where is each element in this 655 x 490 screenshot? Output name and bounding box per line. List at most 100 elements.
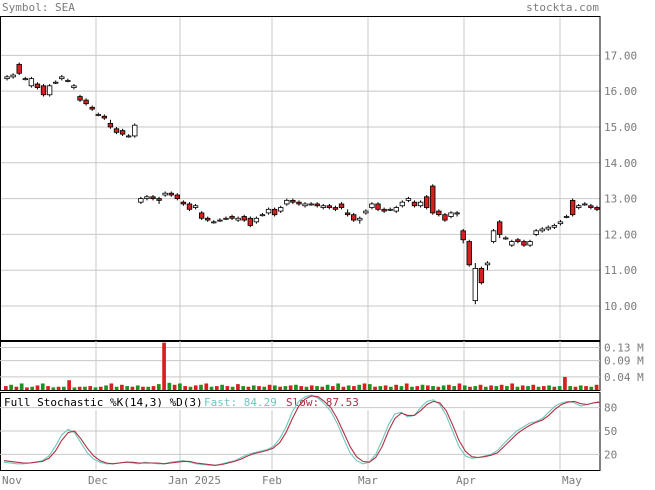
- volume-bar: [130, 386, 135, 390]
- volume-bar: [536, 386, 541, 390]
- candle-body: [436, 210, 442, 216]
- candle-body: [314, 203, 320, 207]
- volume-bar: [209, 386, 214, 390]
- candle: [576, 203, 582, 210]
- candle-body: [144, 196, 150, 199]
- candle-body: [490, 230, 497, 242]
- candle: [162, 191, 168, 197]
- candle: [460, 229, 466, 244]
- price-tick-label: 11.00: [604, 264, 637, 277]
- candle-body: [34, 83, 41, 89]
- candle: [563, 214, 570, 219]
- volume-tick-label: 0.09 M: [604, 355, 644, 368]
- volume-bar: [357, 384, 362, 390]
- candle-body: [454, 212, 460, 215]
- candle: [515, 237, 521, 244]
- stochastic-tick-label: 50: [604, 425, 617, 438]
- candle-body: [539, 228, 545, 232]
- volume-bar: [77, 386, 82, 390]
- volume-bar: [193, 385, 198, 390]
- candle: [138, 196, 144, 204]
- volume-bar: [114, 386, 119, 390]
- volume-bar: [425, 385, 430, 390]
- volume-bar: [241, 386, 246, 390]
- volume-bar: [83, 386, 87, 390]
- volume-bar: [478, 384, 483, 390]
- candle: [83, 98, 89, 106]
- candle-body: [46, 85, 53, 96]
- candle: [588, 203, 594, 210]
- volume-bar: [515, 386, 520, 390]
- volume-bar: [473, 386, 478, 390]
- volume-bar: [19, 383, 24, 390]
- candle: [132, 123, 138, 138]
- price-tick-label: 14.00: [604, 157, 637, 170]
- candle: [405, 196, 412, 203]
- volume-bar: [346, 385, 351, 390]
- volume-bar: [98, 386, 103, 390]
- price-tick-label: 15.00: [604, 121, 637, 134]
- volume-bar: [431, 386, 435, 390]
- volume-bar: [214, 386, 219, 390]
- volume-bar: [415, 386, 420, 390]
- candle: [454, 211, 460, 217]
- candle-body: [180, 201, 187, 205]
- candle: [569, 198, 576, 217]
- candle-body: [253, 217, 260, 223]
- candle: [381, 207, 387, 213]
- candle: [229, 214, 235, 221]
- volume-bar: [526, 386, 530, 390]
- site-label[interactable]: stockta.com: [526, 1, 599, 14]
- candle: [89, 105, 95, 111]
- candle-body: [417, 201, 424, 207]
- candle-body: [113, 128, 120, 133]
- volume-bar: [325, 384, 330, 390]
- candle-body: [247, 217, 253, 226]
- candle-body: [28, 78, 35, 87]
- candle: [119, 128, 126, 136]
- candle: [253, 216, 260, 224]
- candle-body: [265, 208, 272, 214]
- candle: [10, 73, 16, 79]
- volume-bar: [299, 386, 304, 390]
- volume-bar: [383, 385, 388, 390]
- candle: [326, 203, 333, 210]
- candle-body: [375, 203, 381, 210]
- candle-body: [332, 207, 339, 210]
- volume-bar: [199, 384, 203, 390]
- candle-body: [290, 199, 296, 203]
- candle-body: [95, 114, 101, 116]
- candle-body: [101, 115, 108, 119]
- candle: [211, 220, 217, 224]
- candle: [466, 239, 472, 267]
- candle-body: [259, 214, 266, 217]
- candle-body: [271, 208, 278, 216]
- volume-bar: [162, 342, 166, 390]
- volume-bar: [156, 384, 161, 390]
- volume-bar: [225, 386, 230, 390]
- candle-body: [223, 217, 229, 220]
- candle: [332, 205, 339, 212]
- candle-body: [496, 221, 503, 235]
- candle-body: [89, 106, 95, 110]
- candle-body: [563, 216, 570, 218]
- volume-bar: [420, 384, 425, 390]
- candle-body: [59, 76, 65, 80]
- volume-bar: [230, 386, 235, 390]
- volume-bar: [283, 386, 288, 390]
- volume-bar: [288, 385, 293, 390]
- volume-bar: [373, 386, 377, 390]
- candle-body: [211, 221, 217, 224]
- volume-bar: [531, 384, 536, 390]
- candle-body: [363, 210, 369, 214]
- candle: [290, 198, 296, 204]
- candle-body: [162, 192, 168, 196]
- candle: [436, 209, 442, 217]
- candle: [296, 200, 302, 206]
- volume-bar: [563, 376, 567, 390]
- candle-body: [533, 230, 539, 235]
- candle: [150, 195, 156, 201]
- price-frame: [0, 16, 601, 341]
- candle-body: [205, 217, 211, 221]
